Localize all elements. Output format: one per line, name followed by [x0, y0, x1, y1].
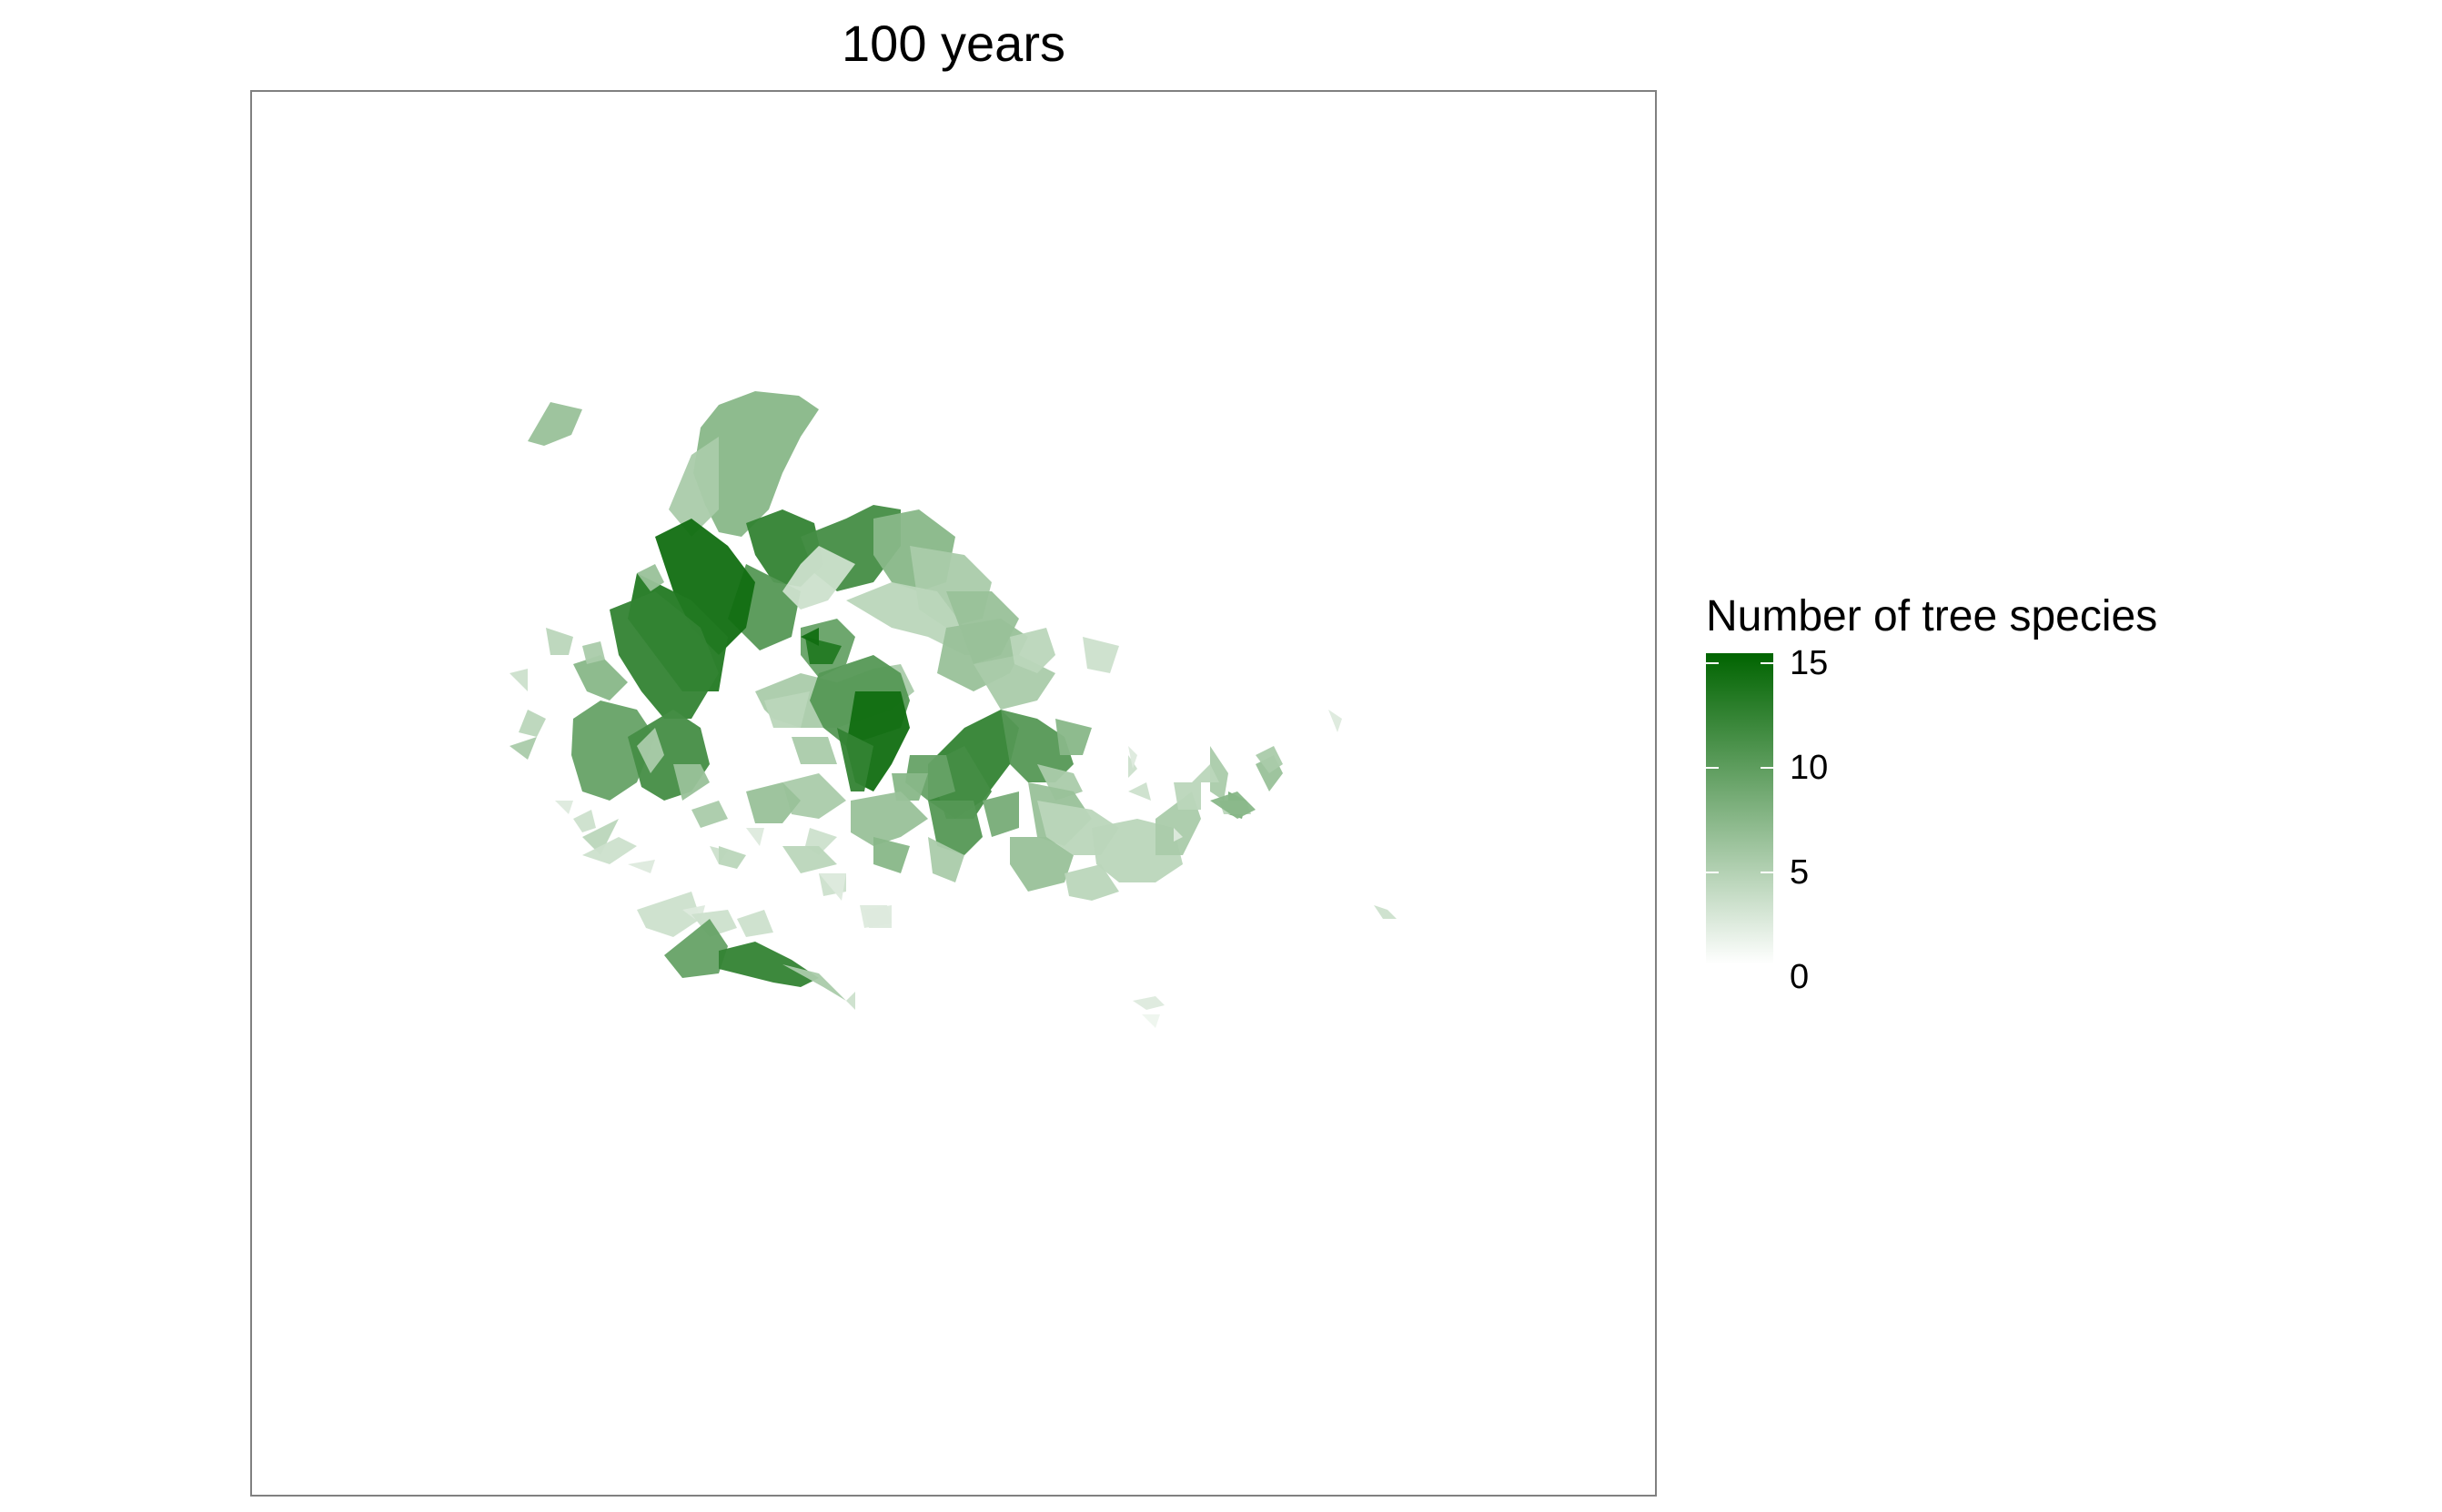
forest-patch [510, 669, 528, 691]
forest-patch [573, 655, 628, 701]
forest-patch [1192, 764, 1219, 782]
forest-patch [1055, 719, 1092, 755]
legend-colorbar [1706, 653, 1773, 964]
forest-patch [782, 546, 855, 610]
plot-title: 100 years [842, 15, 1065, 72]
forest-patch [782, 846, 837, 873]
forest-patch [1210, 746, 1228, 801]
forest-patch [846, 992, 855, 1010]
forest-patch [746, 782, 801, 823]
forest-patch [851, 791, 928, 846]
legend-label-5: 5 [1790, 853, 1810, 892]
forest-patch [1010, 628, 1055, 673]
forest-patch [819, 873, 846, 901]
forest-patch [1010, 837, 1074, 892]
forest-patch [801, 628, 819, 646]
forest-patch [983, 791, 1019, 837]
forest-patch [1133, 996, 1165, 1010]
forest-patch [582, 837, 637, 864]
forest-patch [1128, 746, 1137, 769]
forest-patch [637, 728, 664, 773]
forest-patch [1142, 1014, 1160, 1028]
forest-patch [1328, 710, 1342, 732]
forest-patch [792, 737, 837, 764]
forest-patch [637, 892, 701, 937]
forest-patch [764, 691, 810, 728]
legend-label-10: 10 [1790, 749, 1829, 787]
forest-patch [719, 942, 819, 987]
forest-patch [1256, 746, 1283, 773]
forest-patch [1001, 710, 1074, 782]
forest-patch [637, 564, 664, 591]
forest-patch [737, 910, 773, 937]
forest-patch [582, 819, 619, 855]
forest-patch [837, 728, 873, 791]
forest-patch [873, 837, 910, 873]
legend-ticks [1706, 662, 1773, 873]
forest-patch [610, 591, 719, 719]
forest-patch [555, 801, 573, 814]
forest-patch [691, 801, 728, 828]
legend-title: Number of tree species [1706, 592, 2158, 640]
forest-patch [1174, 828, 1183, 842]
forest-patch [1210, 791, 1256, 819]
forest-patch [928, 837, 964, 882]
legend-label-0: 0 [1790, 958, 1810, 996]
forest-patch [664, 919, 728, 978]
forest-patch [628, 860, 655, 873]
forest-patch [573, 810, 596, 832]
legend-label-15: 15 [1790, 644, 1829, 682]
forest-patch [655, 519, 755, 655]
forest-patch [546, 628, 573, 655]
forest-patch [528, 402, 582, 446]
forest-patch [693, 391, 819, 537]
forest-patch [1065, 864, 1119, 901]
forest-patch [746, 828, 764, 846]
forest-patch [782, 773, 846, 819]
forest-patch [1083, 637, 1119, 673]
forest-patch [571, 701, 655, 801]
forest-patch [510, 737, 537, 760]
forest-patch [669, 437, 719, 537]
forest-patch [1128, 782, 1151, 801]
forest-patches [510, 391, 1397, 1028]
forest-patch [1374, 905, 1397, 919]
forest-patch [673, 764, 710, 801]
forest-patch [691, 910, 737, 937]
forest-patch [582, 641, 605, 664]
forest-patch [860, 905, 892, 928]
forest-patch [719, 846, 746, 869]
forest-patch [519, 710, 546, 737]
forest-patch [928, 801, 983, 855]
forest-patch [1174, 782, 1201, 810]
